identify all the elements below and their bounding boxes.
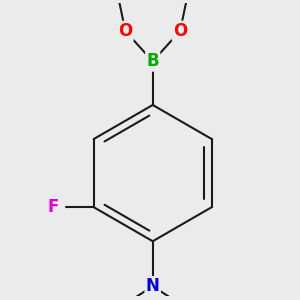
Text: O: O xyxy=(173,22,187,40)
Text: F: F xyxy=(47,198,58,216)
Text: B: B xyxy=(146,52,159,70)
Text: N: N xyxy=(146,277,160,295)
Text: O: O xyxy=(118,22,133,40)
